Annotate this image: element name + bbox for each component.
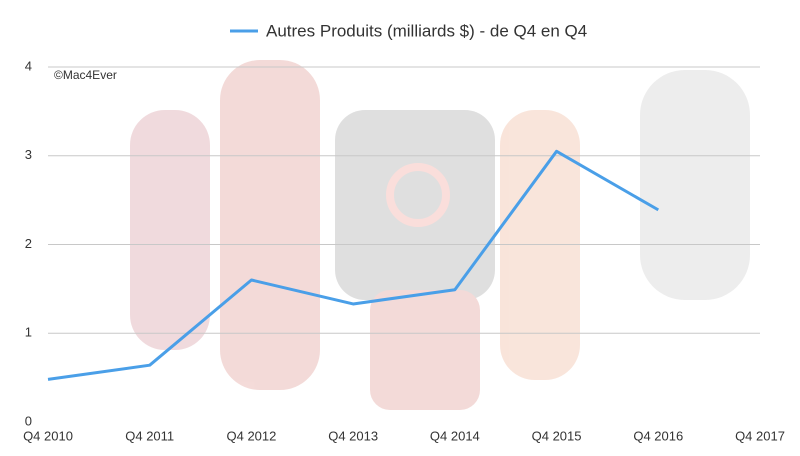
- x-tick-label: Q4 2011: [125, 428, 174, 443]
- y-tick-label: 3: [25, 147, 32, 162]
- watermark: ©Mac4Ever: [54, 68, 117, 82]
- legend-label: Autres Produits (milliards $) - de Q4 en…: [266, 21, 587, 40]
- x-tick-label: Q4 2015: [532, 428, 582, 443]
- y-tick-label: 0: [25, 413, 32, 428]
- x-tick-label: Q4 2010: [23, 428, 73, 443]
- x-tick-label: Q4 2013: [328, 428, 378, 443]
- x-tick-label: Q4 2016: [633, 428, 683, 443]
- x-tick-label: Q4 2012: [226, 428, 276, 443]
- background-decoration: [130, 60, 750, 410]
- x-tick-label: Q4 2014: [430, 428, 480, 443]
- y-tick-label: 4: [25, 58, 32, 73]
- y-tick-label: 1: [25, 325, 32, 340]
- data-line: [47, 149, 660, 381]
- y-tick-label: 2: [25, 236, 32, 251]
- x-tick-label: Q4 2017: [735, 428, 785, 443]
